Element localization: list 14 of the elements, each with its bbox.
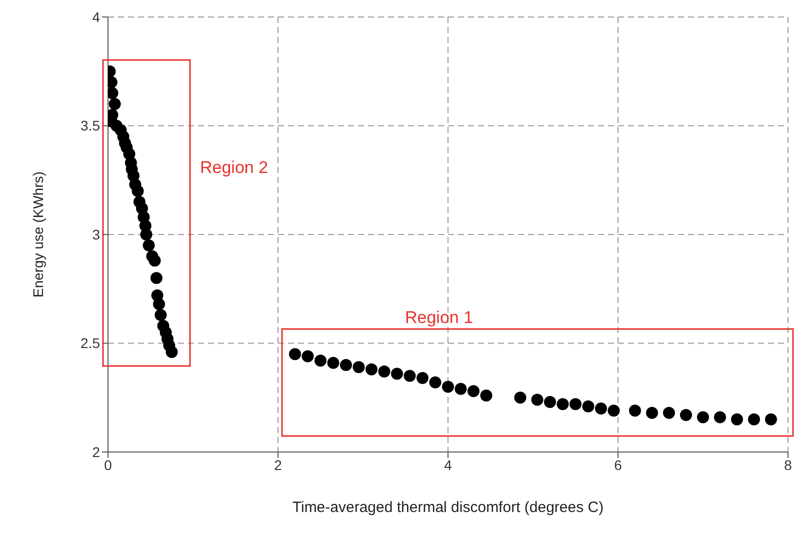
x-tick-label: 8 xyxy=(784,456,792,473)
y-tick-label: 3.5 xyxy=(80,118,100,134)
x-axis-title: Time-averaged thermal discomfort (degrees C) xyxy=(292,499,604,516)
x-tick-label: 6 xyxy=(614,456,622,473)
y-tick-label: 2.5 xyxy=(80,335,100,352)
y-tick-label: 4 xyxy=(92,8,100,25)
y-axis-title: Energy use (KWhrs) xyxy=(30,171,46,298)
x-tick-label: 2 xyxy=(274,456,282,473)
annotation: Region 1 xyxy=(405,308,474,327)
x-tick-label: 0 xyxy=(104,456,112,473)
x-tick-label: 4 xyxy=(444,456,452,473)
y-tick-label: 3 xyxy=(92,226,100,242)
y-tick-label: 2 xyxy=(92,444,100,460)
annotation: Region 2 xyxy=(200,158,268,177)
